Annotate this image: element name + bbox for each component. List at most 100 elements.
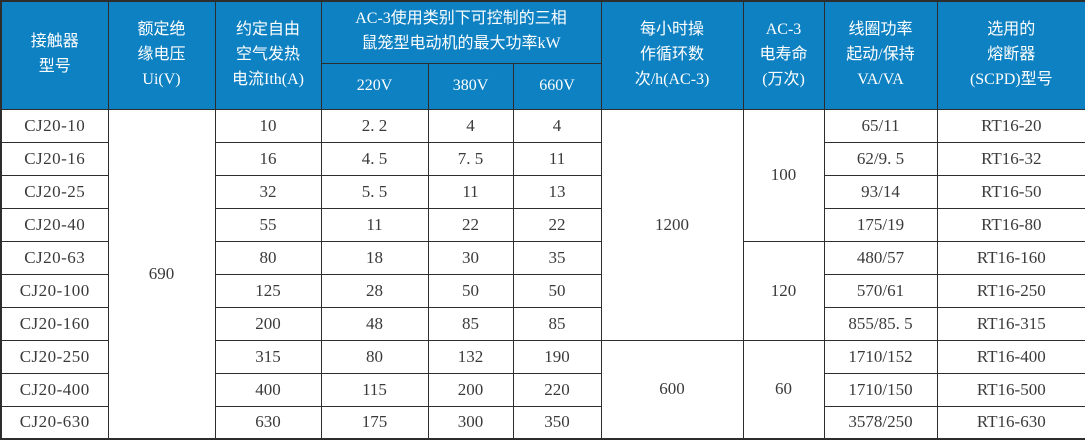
cell-fuse-type: RT16-80 (936, 207, 1085, 242)
header-contactor-model: 接触器 型号 (0, 0, 109, 110)
cell-coil-power: 3578/250 (823, 405, 938, 440)
cell-power-380v: 11 (427, 174, 514, 209)
header-ac3-electrical-life: AC-3 电寿命 (万次) (742, 0, 825, 110)
cell-ith: 200 (214, 306, 322, 341)
cell-power-380v: 85 (427, 306, 514, 341)
header-row-top: 接触器 型号 额定绝 缘电压 Ui(V) 约定自由 空气发热 电流Ith(A) … (0, 0, 1085, 110)
cell-life-merged: 120 (742, 240, 825, 341)
cell-model: CJ20-160 (0, 306, 109, 341)
cell-model: CJ20-250 (0, 339, 109, 374)
table-row: CJ20-250 315 80 132 190 600 60 1710/152 … (0, 339, 1085, 440)
cell-ith: 10 (214, 108, 322, 143)
cell-power-220v: 18 (320, 240, 429, 275)
cell-fuse-type: RT16-500 (936, 372, 1085, 407)
cell-power-380v: 132 (427, 339, 514, 374)
table-row: CJ20-63 80 18 30 35 120 480/57 RT16-160 (0, 240, 1085, 341)
cell-model: CJ20-10 (0, 108, 109, 143)
cell-power-660v: 350 (512, 405, 602, 440)
cell-power-660v: 85 (512, 306, 602, 341)
cell-cycles-merged: 600 (600, 339, 744, 440)
cell-ith: 315 (214, 339, 322, 374)
cell-power-660v: 190 (512, 339, 602, 374)
cell-model: CJ20-100 (0, 273, 109, 308)
cell-power-220v: 115 (320, 372, 429, 407)
cell-coil-power: 1710/152 (823, 339, 938, 374)
cell-model: CJ20-16 (0, 141, 109, 176)
cell-model: CJ20-25 (0, 174, 109, 209)
cell-power-220v: 2. 2 (320, 108, 429, 143)
cell-ith: 630 (214, 405, 322, 440)
cell-fuse-type: RT16-400 (936, 339, 1085, 374)
table-row: CJ20-100 125 28 50 50 570/61 RT16-250 (0, 273, 1085, 308)
cell-coil-power: 570/61 (823, 273, 938, 308)
cell-ith: 32 (214, 174, 322, 209)
table-row: CJ20-400 400 115 200 220 1710/150 RT16-5… (0, 372, 1085, 407)
cell-life-merged: 60 (742, 339, 825, 440)
table-body: CJ20-10 690 10 2. 2 4 4 1200 100 65/11 R… (0, 108, 1085, 440)
header-coil-power: 线圈功率 起动/保持 VA/VA (823, 0, 938, 110)
cell-power-380v: 300 (427, 405, 514, 440)
table-row: CJ20-160 200 48 85 85 855/85. 5 RT16-315 (0, 306, 1085, 341)
cell-power-380v: 30 (427, 240, 514, 275)
cell-ui-voltage-merged: 690 (107, 108, 216, 440)
cell-coil-power: 175/19 (823, 207, 938, 242)
cell-power-220v: 175 (320, 405, 429, 440)
table-row: CJ20-10 690 10 2. 2 4 4 1200 100 65/11 R… (0, 108, 1085, 440)
header-cycles-per-hour: 每小时操 作循环数 次/h(AC-3) (600, 0, 744, 110)
cell-ith: 80 (214, 240, 322, 275)
cell-cycles-merged: 1200 (600, 108, 744, 341)
table-row: CJ20-16 16 4. 5 7. 5 11 62/9. 5 RT16-32 (0, 141, 1085, 176)
cell-power-220v: 48 (320, 306, 429, 341)
cell-power-660v: 50 (512, 273, 602, 308)
cell-power-660v: 220 (512, 372, 602, 407)
cell-power-380v: 4 (427, 108, 514, 143)
header-rated-insulation-voltage: 额定绝 缘电压 Ui(V) (107, 0, 216, 110)
cell-coil-power: 62/9. 5 (823, 141, 938, 176)
cell-fuse-type: RT16-250 (936, 273, 1085, 308)
cell-power-660v: 13 (512, 174, 602, 209)
cell-coil-power: 93/14 (823, 174, 938, 209)
cell-coil-power: 65/11 (823, 108, 938, 143)
cell-fuse-type: RT16-160 (936, 240, 1085, 275)
cell-life-merged: 100 (742, 108, 825, 242)
cell-coil-power: 855/85. 5 (823, 306, 938, 341)
header-voltage-660v: 660V (512, 62, 602, 110)
cell-fuse-type: RT16-315 (936, 306, 1085, 341)
cell-model: CJ20-400 (0, 372, 109, 407)
cell-power-660v: 22 (512, 207, 602, 242)
header-ac3-max-power: AC-3使用类别下可控制的三相 鼠笼型电动机的最大功率kW (320, 0, 602, 64)
header-fuse-type: 选用的 熔断器 (SCPD)型号 (936, 0, 1085, 110)
header-row-voltages: 220V 380V 660V (1, 62, 1085, 110)
header-voltage-380v: 380V (427, 62, 514, 110)
table-header: 接触器 型号 额定绝 缘电压 Ui(V) 约定自由 空气发热 电流Ith(A) … (0, 0, 1085, 110)
cell-power-220v: 28 (320, 273, 429, 308)
cell-power-380v: 200 (427, 372, 514, 407)
cell-ith: 400 (214, 372, 322, 407)
cell-ith: 125 (214, 273, 322, 308)
cell-power-220v: 4. 5 (320, 141, 429, 176)
table-row: CJ20-630 630 175 300 350 3578/250 RT16-6… (0, 405, 1085, 440)
cell-power-660v: 4 (512, 108, 602, 143)
table-row: CJ20-40 55 11 22 22 175/19 RT16-80 (0, 207, 1085, 242)
cell-power-380v: 50 (427, 273, 514, 308)
cell-power-380v: 7. 5 (427, 141, 514, 176)
cell-fuse-type: RT16-50 (936, 174, 1085, 209)
cell-model: CJ20-40 (0, 207, 109, 242)
header-voltage-220v: 220V (320, 62, 429, 110)
cell-coil-power: 480/57 (823, 240, 938, 275)
cell-ith: 16 (214, 141, 322, 176)
cell-power-220v: 5. 5 (320, 174, 429, 209)
cell-model: CJ20-630 (0, 405, 109, 440)
cell-fuse-type: RT16-32 (936, 141, 1085, 176)
cell-coil-power: 1710/150 (823, 372, 938, 407)
cell-model: CJ20-63 (0, 240, 109, 275)
cell-fuse-type: RT16-20 (936, 108, 1085, 143)
cell-fuse-type: RT16-630 (936, 405, 1085, 440)
cell-power-380v: 22 (427, 207, 514, 242)
cell-power-660v: 11 (512, 141, 602, 176)
header-free-air-thermal-current: 约定自由 空气发热 电流Ith(A) (214, 0, 322, 110)
cell-power-220v: 80 (320, 339, 429, 374)
cell-power-660v: 35 (512, 240, 602, 275)
